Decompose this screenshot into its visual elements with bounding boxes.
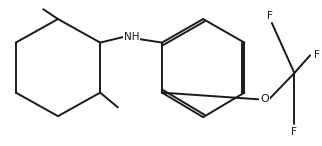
Text: F: F: [314, 50, 320, 60]
Text: F: F: [267, 11, 273, 21]
Text: NH: NH: [124, 32, 139, 42]
Text: F: F: [291, 127, 297, 137]
Text: O: O: [260, 94, 269, 105]
